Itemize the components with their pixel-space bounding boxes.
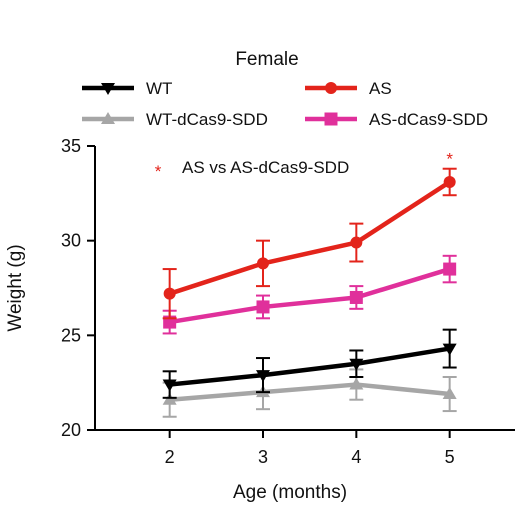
series-line xyxy=(168,180,451,296)
series-as xyxy=(162,167,457,320)
legend-item: AS-dCas9-SDD xyxy=(305,110,488,129)
x-tick-label: 3 xyxy=(258,447,268,467)
legend-label: WT xyxy=(146,79,172,98)
legend-label: AS-dCas9-SDD xyxy=(369,110,488,129)
data-point xyxy=(442,387,457,400)
series-line xyxy=(169,382,450,402)
legend-marker xyxy=(101,112,115,124)
legend-item: AS xyxy=(305,79,392,98)
series-wt-dcas9-sdd xyxy=(162,368,457,418)
series-wt xyxy=(162,328,457,399)
data-point xyxy=(443,175,456,188)
x-tick-label: 4 xyxy=(351,447,361,467)
legend-label: WT-dCas9-SDD xyxy=(146,110,268,129)
legend-item: WT xyxy=(82,79,172,98)
legend-marker xyxy=(101,83,115,95)
legend-item: WT-dCas9-SDD xyxy=(82,110,268,129)
series-line xyxy=(169,346,451,387)
data-point xyxy=(349,290,363,304)
y-tick-label: 30 xyxy=(61,231,81,251)
data-point xyxy=(256,370,270,383)
data-point xyxy=(442,343,457,356)
data-point xyxy=(257,257,269,270)
annotation-asterisk: * xyxy=(155,162,162,181)
significance-star: * xyxy=(446,150,453,169)
data-point xyxy=(349,358,364,371)
series-as-dcas9-sdd xyxy=(162,254,457,335)
x-tick-label: 2 xyxy=(165,447,175,467)
data-point xyxy=(162,379,177,392)
significance-annotation: * AS vs AS-dCas9-SDD xyxy=(155,158,350,181)
data-point xyxy=(443,262,457,276)
annotation-text: AS vs AS-dCas9-SDD xyxy=(182,158,349,177)
x-axis-title: Age (months) xyxy=(233,482,347,503)
y-axis-title: Weight (g) xyxy=(5,244,26,331)
legend: WT AS WT-dCas9-SDD AS-dCas9-SDD xyxy=(82,79,488,129)
y-tick-label: 25 xyxy=(61,325,81,345)
data-point xyxy=(350,236,363,249)
series-line xyxy=(169,266,451,325)
data-point xyxy=(256,300,270,314)
legend-label: AS xyxy=(369,79,392,98)
chart-title: Female xyxy=(235,49,298,70)
data-point xyxy=(163,287,176,300)
x-tick-label: 5 xyxy=(445,447,455,467)
legend-marker xyxy=(324,112,338,126)
data-point xyxy=(349,377,364,390)
legend-marker xyxy=(325,82,337,94)
y-tick-label: 20 xyxy=(61,420,81,440)
y-tick-label: 35 xyxy=(61,136,81,156)
axes: 20 25 30 35 2 3 4 5 xyxy=(61,136,515,467)
